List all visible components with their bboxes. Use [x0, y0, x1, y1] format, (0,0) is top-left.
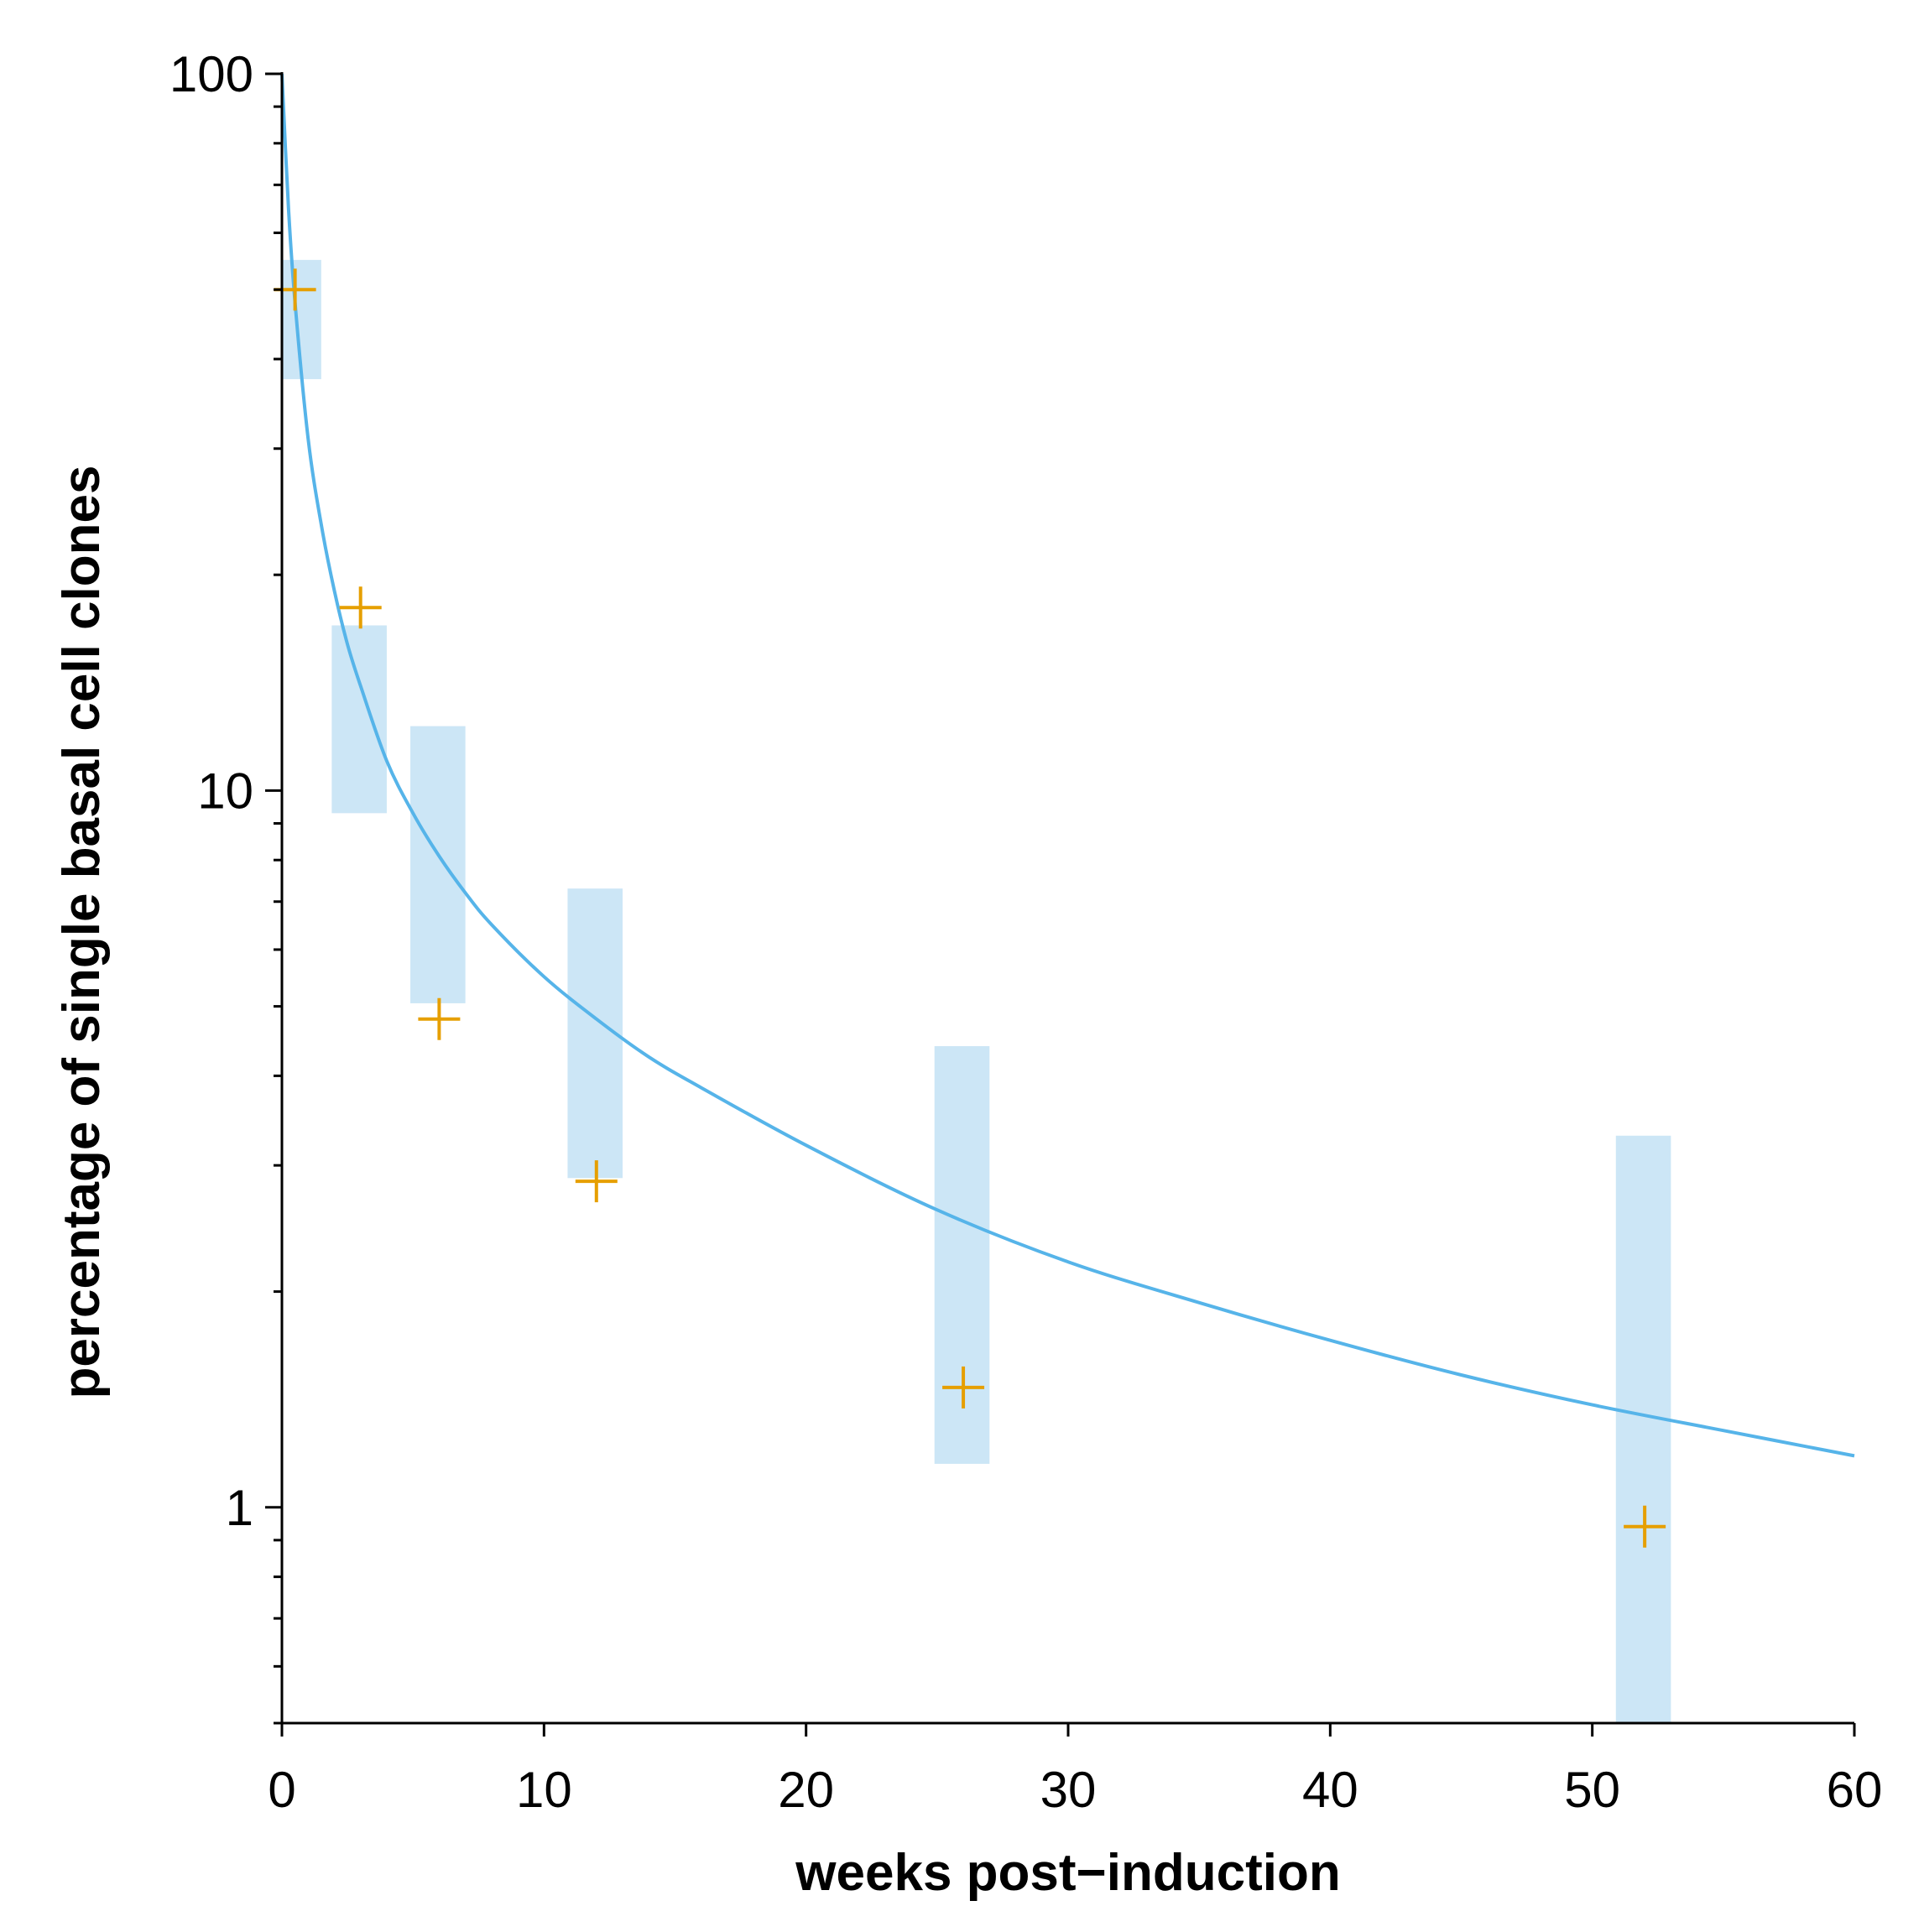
axes: 0 10 20 30 40 50 60 1 10 100: [169, 46, 1882, 1818]
y-tick-label: 100: [169, 46, 253, 102]
fit-curve-layer: [280, 73, 1855, 1458]
x-tick-label: 30: [1040, 1762, 1097, 1818]
data-point: [418, 997, 461, 1040]
data-point: [575, 1160, 618, 1203]
interval-bar: [331, 625, 387, 814]
data-point: [942, 1366, 985, 1409]
x-tick-label: 10: [516, 1762, 572, 1818]
x-tick-label: 40: [1302, 1762, 1358, 1818]
interval-bar: [410, 726, 466, 1003]
x-tick-label: 60: [1827, 1762, 1883, 1818]
y-tick-label: 10: [197, 763, 253, 819]
x-tick-label: 20: [778, 1762, 834, 1818]
x-tick-label: 50: [1564, 1762, 1620, 1818]
x-axis-title: weeks post−induction: [795, 1844, 1340, 1902]
interval-bar: [1615, 1135, 1671, 1723]
interval-bars: [282, 259, 1671, 1723]
fit-curve: [280, 73, 1855, 1458]
data-point: [1624, 1505, 1666, 1548]
x-tick-label: 0: [268, 1762, 295, 1818]
data-point: [339, 586, 382, 629]
y-tick-label: 1: [226, 1480, 253, 1536]
y-axis-title: percentage of single basal cell clones: [53, 466, 111, 1399]
